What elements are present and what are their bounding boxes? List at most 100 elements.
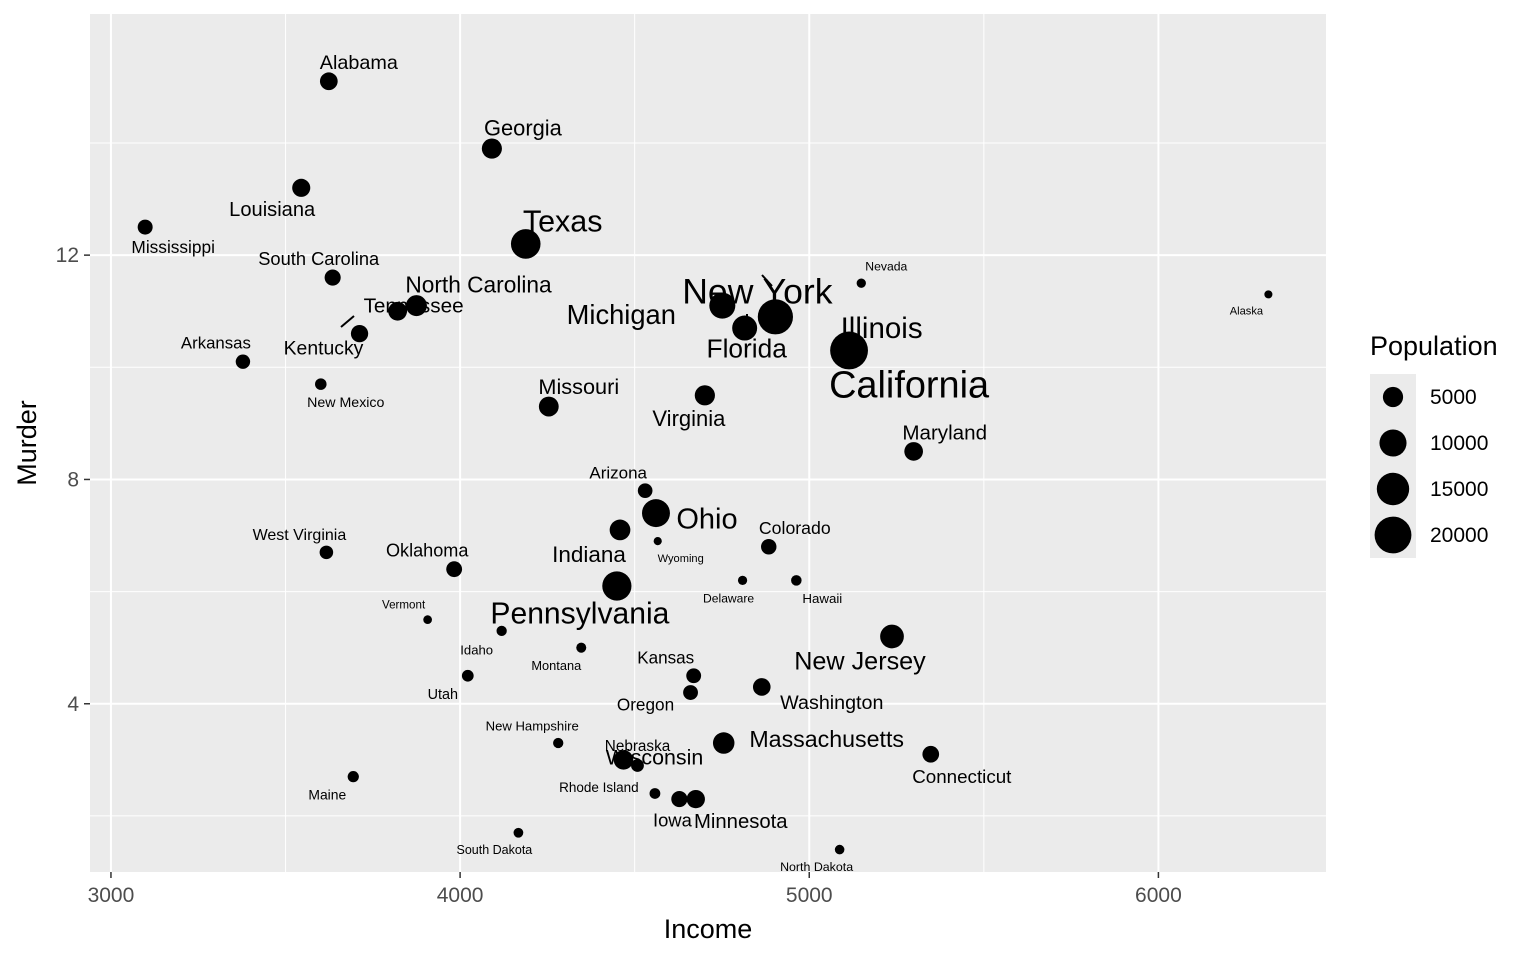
- data-point: [292, 178, 311, 197]
- data-point: [653, 537, 662, 546]
- data-point: [602, 571, 632, 601]
- point-label: Oregon: [617, 695, 674, 715]
- legend-label: 5000: [1430, 386, 1477, 409]
- point-label: Hawaii: [802, 591, 842, 606]
- data-point: [904, 442, 923, 461]
- point-label: Nevada: [865, 259, 907, 273]
- point-label: New Jersey: [794, 647, 926, 675]
- point-label: Utah: [428, 687, 458, 703]
- data-point: [880, 624, 904, 649]
- y-axis-title: Murder: [12, 400, 42, 486]
- minor-gridlines: [90, 14, 1326, 872]
- point-label: Ohio: [676, 503, 737, 535]
- data-point: [834, 844, 845, 855]
- point-label: Rhode Island: [559, 780, 639, 795]
- data-point: [832, 336, 861, 365]
- legend-key-circle: [1374, 516, 1412, 554]
- data-point: [461, 669, 474, 682]
- data-point: [686, 668, 702, 684]
- data-point: [671, 791, 688, 808]
- point-label: Nebraska: [605, 738, 671, 755]
- x-tick-label: 4000: [437, 884, 484, 907]
- point-label: Wyoming: [658, 553, 704, 565]
- point-label: Texas: [523, 205, 603, 239]
- data-point: [709, 292, 736, 319]
- point-label: Missouri: [538, 374, 619, 399]
- point-label: Montana: [531, 658, 582, 673]
- point-labels: Alabama Alaska Arizona Arkansas California Co…: [131, 52, 1263, 874]
- axis-tick-labels: 3000 4000 5000 6000 4 8 12: [56, 244, 1182, 907]
- point-label: Minnesota: [694, 811, 788, 833]
- point-label: Illinois: [841, 312, 923, 345]
- point-label: Kansas: [637, 649, 694, 668]
- y-tick-label: 12: [56, 244, 79, 267]
- data-point: [481, 138, 502, 159]
- point-label: Alabama: [320, 52, 398, 74]
- point-label: Louisiana: [229, 199, 316, 221]
- data-point: [694, 385, 715, 406]
- data-point: [757, 299, 793, 335]
- leader-line: [761, 274, 773, 287]
- point-label: North Carolina: [405, 272, 552, 298]
- data-point: [686, 789, 705, 809]
- data-point: [791, 575, 802, 586]
- legend-key-circle: [1382, 386, 1404, 408]
- data-point: [761, 539, 777, 555]
- plot-panel: [90, 14, 1326, 872]
- point-label: Oklahoma: [386, 541, 469, 561]
- data-point: [642, 499, 670, 528]
- point-label: Alaska: [1230, 305, 1264, 317]
- y-tick-label: 4: [67, 693, 79, 716]
- data-point: [683, 685, 698, 700]
- point-label: Colorado: [759, 518, 831, 538]
- data-point: [347, 771, 359, 783]
- data-point: [496, 625, 507, 637]
- point-label: South Carolina: [258, 248, 380, 269]
- legend-key-circle: [1376, 472, 1410, 506]
- point-label: Wisconsin: [606, 745, 703, 769]
- point-label: Delaware: [703, 592, 754, 606]
- point-label: New York: [682, 271, 833, 311]
- point-label: Georgia: [484, 115, 563, 140]
- data-point: [613, 750, 634, 770]
- legend-title: Population: [1370, 331, 1498, 361]
- legend-label: 20000: [1430, 524, 1488, 547]
- data-point: [737, 575, 748, 586]
- point-label: Kentucky: [284, 337, 364, 359]
- point-label: Iowa: [653, 810, 693, 831]
- x-tick-label: 6000: [1135, 884, 1182, 907]
- data-point: [388, 301, 407, 321]
- size-legend: Population 5000 10000 15000 20000: [1370, 331, 1498, 558]
- point-label: New Mexico: [307, 395, 384, 411]
- point-label: Pennsylvania: [490, 598, 669, 631]
- major-gridlines: [90, 14, 1326, 872]
- legend-label: 15000: [1430, 478, 1488, 501]
- data-point: [423, 615, 432, 624]
- data-point: [315, 378, 327, 390]
- point-label: Tennessee: [364, 295, 464, 318]
- data-point: [350, 325, 369, 343]
- point-label: Michigan: [567, 299, 676, 330]
- point-label: West Virginia: [253, 527, 347, 544]
- data-point: [922, 745, 940, 763]
- point-label: Florida: [707, 333, 788, 363]
- data-point: [553, 737, 564, 749]
- legend-label: 10000: [1430, 432, 1488, 455]
- data-point: [712, 732, 735, 754]
- point-label: Arkansas: [181, 334, 251, 353]
- x-tick-label: 5000: [786, 884, 833, 907]
- point-label: Mississippi: [131, 237, 215, 257]
- data-point: [576, 642, 587, 653]
- data-point: [319, 545, 334, 560]
- data-point: [649, 788, 661, 799]
- x-axis-title: Income: [664, 914, 753, 944]
- data-point: [637, 483, 653, 498]
- legend-key-circle: [1379, 429, 1407, 457]
- data-point: [319, 72, 338, 91]
- point-label: Virginia: [652, 406, 726, 431]
- point-label: Connecticut: [912, 766, 1012, 787]
- data-point: [538, 396, 559, 417]
- data-point: [324, 269, 341, 286]
- data-point: [405, 295, 427, 317]
